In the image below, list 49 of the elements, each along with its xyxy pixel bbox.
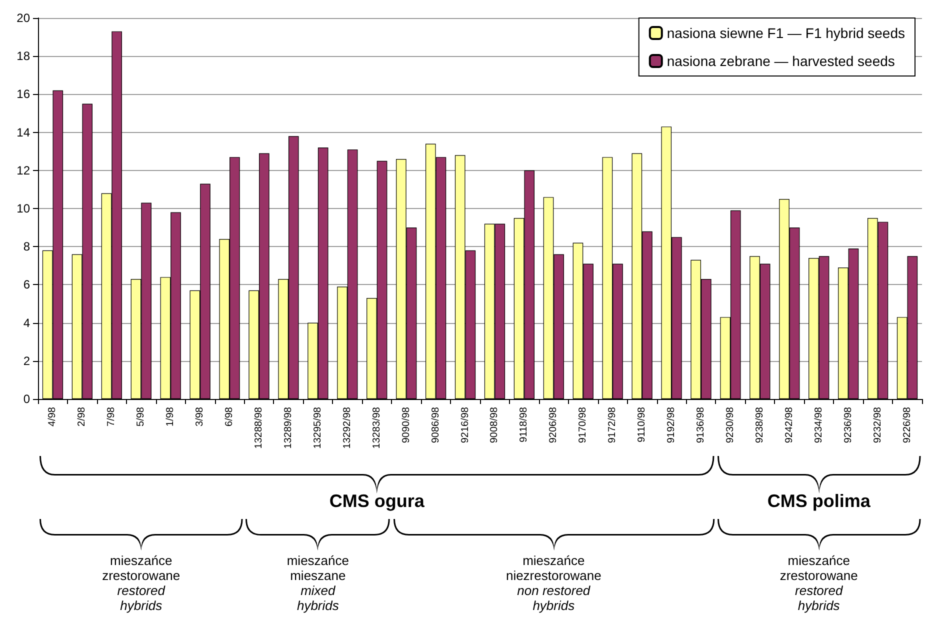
legend-label: nasiona siewne F1 — F1 hybrid seeds <box>666 25 905 41</box>
x-tick-label: 13292/98 <box>342 406 353 449</box>
text: non restored hybrids <box>517 583 590 613</box>
y-tick-label: 2 <box>23 354 30 368</box>
x-tick-label: 9136/98 <box>696 406 706 444</box>
x-tick-label: 9234/98 <box>813 406 824 444</box>
x-tick-label: 9216/98 <box>460 406 471 444</box>
x-tick-label: 9242/98 <box>784 406 795 444</box>
x-tick-label: 9172/98 <box>607 406 618 444</box>
x-tick-label: 13295/98 <box>312 406 324 449</box>
x-tick-label: 2/98 <box>76 406 88 426</box>
y-tick-label: 18 <box>16 49 30 64</box>
x-tick-label: 3/98 <box>194 406 206 426</box>
x-tick-label: 7/98 <box>106 406 118 426</box>
x-tick-label: 9170/98 <box>578 406 589 444</box>
y-tick-label: 20 <box>16 11 30 25</box>
y-tick-label: 6 <box>23 278 30 292</box>
x-tick-label: 9206/98 <box>548 406 560 444</box>
x-tick-label: 9008/98 <box>489 406 500 444</box>
text: restored hybrids <box>795 583 843 613</box>
x-tick-label: 9110/98 <box>636 406 648 442</box>
y-tick-label: 10 <box>16 202 30 216</box>
y-tick-label: 16 <box>16 87 30 102</box>
x-tick-label: 9226/98 <box>902 406 913 444</box>
x-tick-label: 13283/98 <box>371 406 382 449</box>
y-tick-label: 14 <box>16 125 30 140</box>
text: CMS polima <box>767 491 870 511</box>
text: restored hybrids <box>117 583 165 613</box>
x-tick-label: 9232/98 <box>872 406 884 444</box>
x-tick-label: 6/98 <box>224 406 236 426</box>
x-tick-label: 5/98 <box>136 406 147 426</box>
y-tick-label: 4 <box>23 316 30 330</box>
x-tick-label: 13288/98 <box>254 406 264 449</box>
y-tick-label: 8 <box>23 240 30 254</box>
x-tick-label: 9236/98 <box>842 406 854 444</box>
x-tick-label: 9086/98 <box>430 406 442 444</box>
text: mixed hybrids <box>296 583 339 613</box>
y-tick-label: 0 <box>23 392 30 406</box>
x-tick-label: 13289/98 <box>282 406 294 449</box>
x-tick-label: 9118/98 <box>518 406 530 442</box>
x-tick-label: 9230/98 <box>724 406 736 444</box>
text: CMS ogura <box>329 491 424 511</box>
x-tick-label: 9192/98 <box>666 406 678 444</box>
legend-label: nasiona zebrane — harvested seeds <box>666 53 895 69</box>
y-tick-label: 12 <box>16 163 30 178</box>
x-tick-label: 9238/98 <box>754 406 766 444</box>
x-tick-label: 4/98 <box>47 406 58 426</box>
x-tick-label: 9090/98 <box>400 406 412 444</box>
x-tick-label: 1/98 <box>165 406 176 426</box>
